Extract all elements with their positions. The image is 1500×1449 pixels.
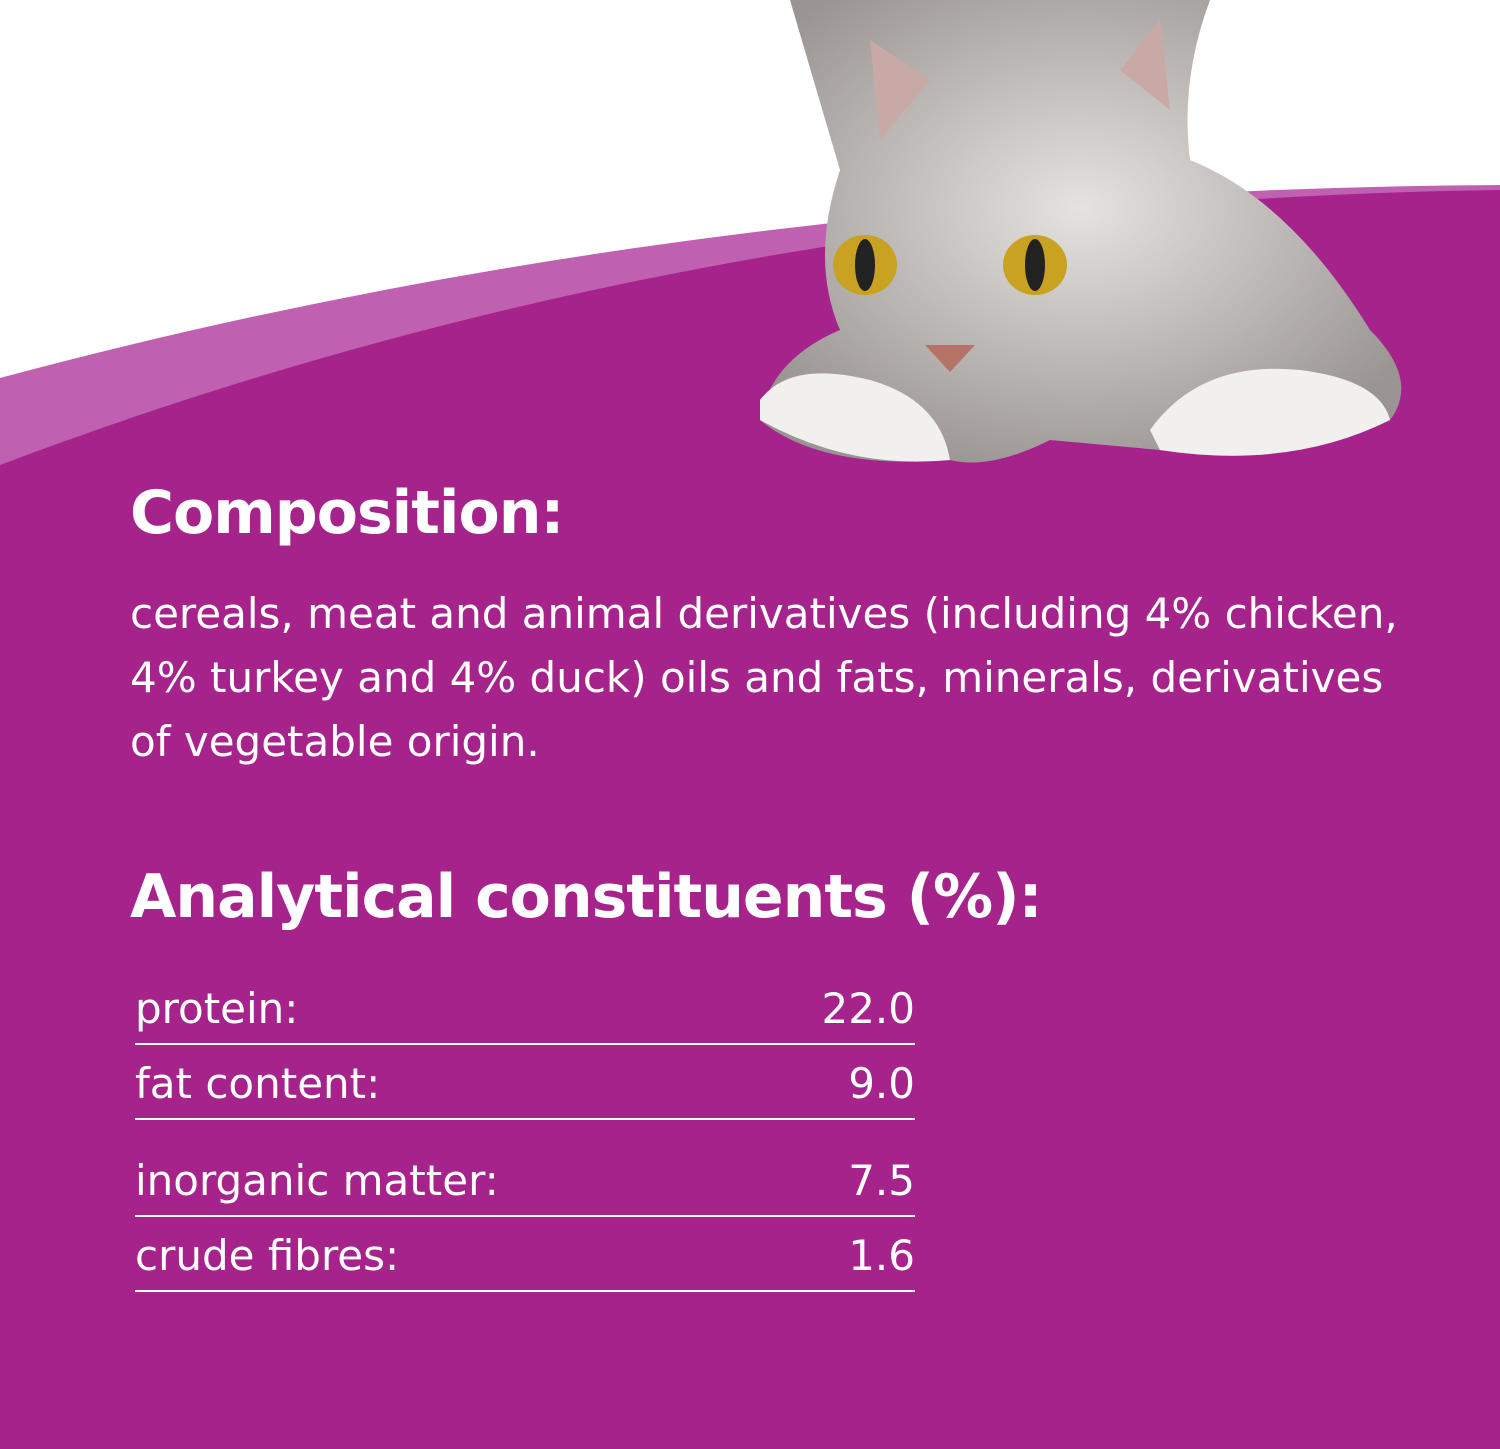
analytical-heading: Analytical constituents (%): [130, 862, 1043, 932]
composition-heading: Composition: [130, 478, 564, 548]
analytical-table: protein: 22.0 fat content: 9.0 inorganic… [135, 965, 915, 1292]
table-row: fat content: 9.0 [135, 1045, 915, 1120]
row-value: 22.0 [821, 984, 915, 1033]
cat-icon [760, 0, 1402, 463]
table-row: protein: 22.0 [135, 965, 915, 1045]
row-value: 1.6 [848, 1231, 915, 1280]
row-label: protein: [135, 984, 299, 1033]
row-label: inorganic matter: [135, 1156, 499, 1205]
row-value: 9.0 [848, 1059, 915, 1108]
row-value: 7.5 [848, 1156, 915, 1205]
row-label: fat content: [135, 1059, 381, 1108]
composition-text: cereals, meat and animal derivatives (in… [130, 589, 1398, 766]
table-row: inorganic matter: 7.5 [135, 1120, 915, 1217]
table-row: crude fibres: 1.6 [135, 1217, 915, 1292]
row-label: crude fibres: [135, 1231, 400, 1280]
